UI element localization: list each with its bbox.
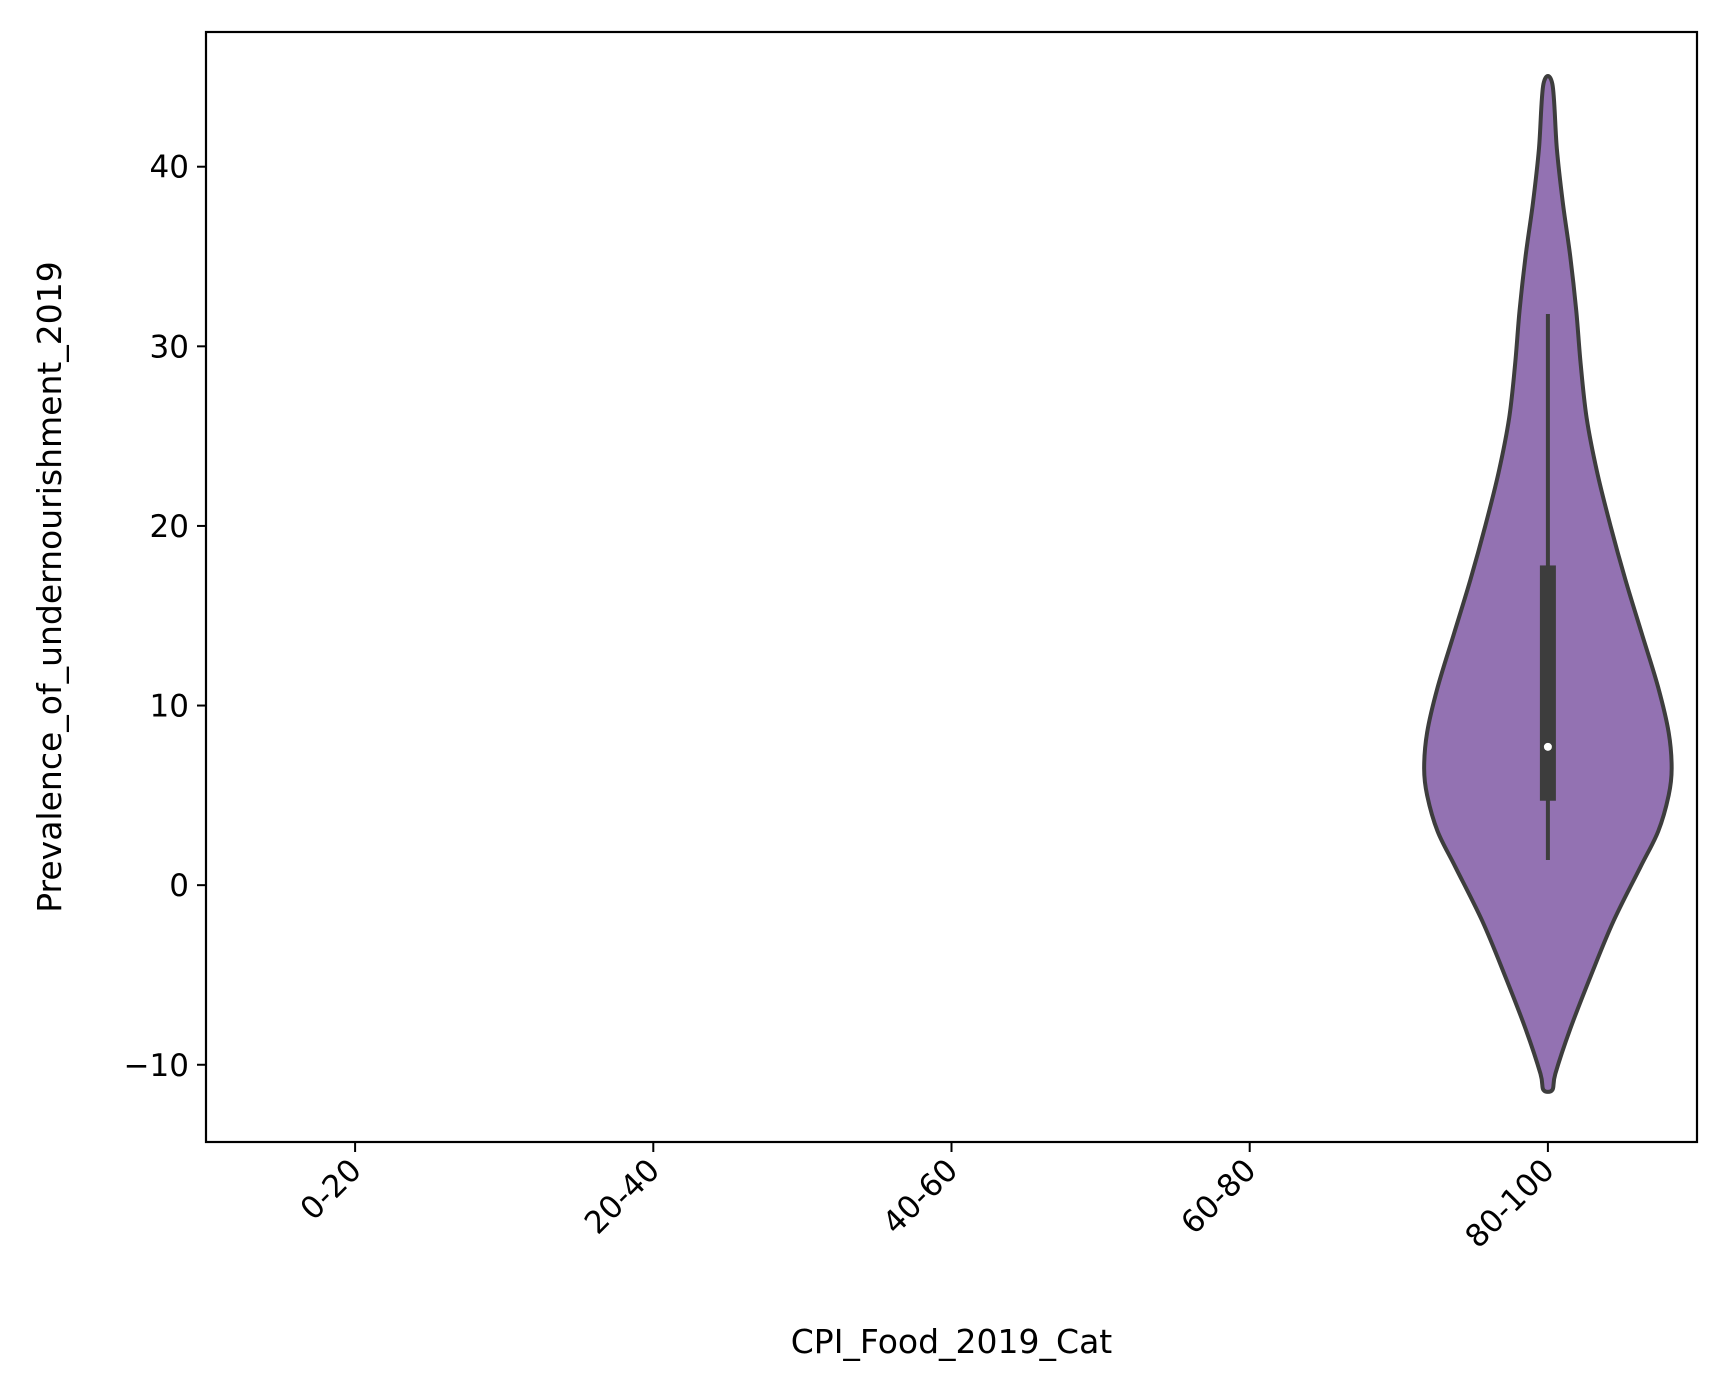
iqr-box <box>1539 565 1556 801</box>
y-axis-label: Prevalence_of_undernourishment_2019 <box>30 261 69 913</box>
x-tick-label: 80-100 <box>1458 1152 1561 1255</box>
y-axis-ticks: −10 0 10 20 30 40 <box>124 150 206 1084</box>
x-tick-label: 40-60 <box>876 1152 965 1241</box>
x-axis-ticks: 0-20 20-40 40-60 60-80 80-100 <box>294 1142 1562 1255</box>
y-tick-label: 20 <box>150 509 189 545</box>
x-axis-label: CPI_Food_2019_Cat <box>791 1322 1113 1361</box>
y-tick-label: 0 <box>169 868 189 904</box>
y-tick-label: −10 <box>124 1048 189 1084</box>
x-tick-label: 20-40 <box>578 1152 667 1241</box>
median-marker <box>1543 742 1552 751</box>
x-tick-label: 60-80 <box>1174 1152 1263 1241</box>
violins-layer <box>1422 74 1674 1094</box>
y-tick-label: 40 <box>150 150 189 186</box>
y-tick-label: 30 <box>150 329 189 365</box>
x-tick-label: 0-20 <box>294 1152 369 1227</box>
y-tick-label: 10 <box>150 689 189 725</box>
